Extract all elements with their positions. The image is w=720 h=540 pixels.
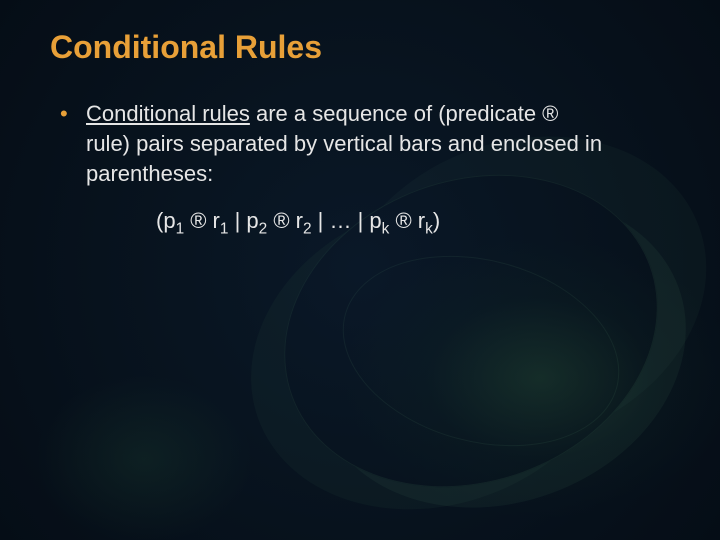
formula-sub: 2 (303, 221, 312, 238)
formula-part: | … | p (312, 208, 382, 233)
formula-part: ® r (267, 208, 303, 233)
formula-sub: k (425, 221, 433, 238)
slide-body: Conditional rules are a sequence of (pre… (50, 99, 670, 236)
formula-part: (p (156, 208, 176, 233)
slide: Conditional Rules Conditional rules are … (0, 0, 720, 540)
formula-part: ® r (389, 208, 425, 233)
slide-title: Conditional Rules (50, 30, 670, 65)
bullet-item: Conditional rules are a sequence of (pre… (60, 99, 606, 236)
bullet-underlined-term: Conditional rules (86, 101, 250, 126)
formula-sub: 2 (259, 221, 268, 238)
bullet-list: Conditional rules are a sequence of (pre… (50, 99, 670, 236)
formula-part: ® r (184, 208, 220, 233)
formula: (p1 ® r1 | p2 ® r2 | … | pk ® rk) (156, 206, 606, 236)
formula-part: | p (228, 208, 258, 233)
formula-part: ) (433, 208, 440, 233)
formula-sub: 1 (176, 221, 185, 238)
